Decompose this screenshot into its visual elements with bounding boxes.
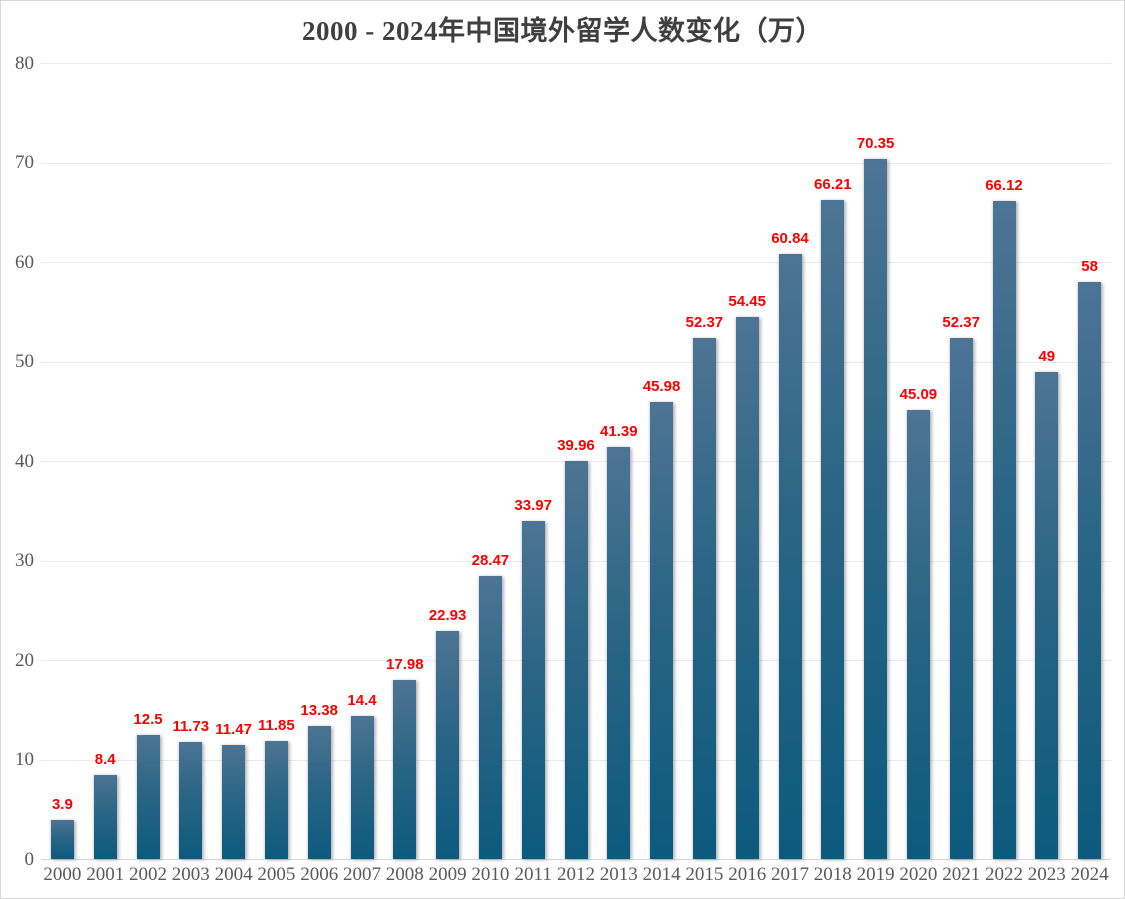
value-label-2005: 11.85 <box>258 717 295 735</box>
value-label-2010: 28.47 <box>471 551 510 569</box>
value-label-2017: 60.84 <box>771 229 809 247</box>
x-axis-label-2023: 2023 <box>1027 864 1066 885</box>
bar-2023 <box>1035 371 1059 859</box>
value-label-2015: 52.37 <box>685 313 724 331</box>
x-axis-label-2019: 2019 <box>856 864 895 885</box>
bar-2007 <box>350 715 374 859</box>
value-label-2006: 13.38 <box>300 701 338 719</box>
x-axis-label-2013: 2013 <box>599 864 638 885</box>
y-axis-tick-60: 60 <box>15 251 34 273</box>
x-axis-label-2020: 2020 <box>899 864 938 885</box>
chart-title: 2000 - 2024年中国境外留学人数变化（万） <box>302 16 823 46</box>
value-label-2007: 14.4 <box>347 691 377 709</box>
bar-2005 <box>264 741 288 859</box>
bar-2022 <box>992 201 1016 859</box>
value-label-2016: 54.45 <box>728 293 766 311</box>
gridline-y60 <box>41 262 1111 263</box>
x-axis-label-2007: 2007 <box>342 864 381 885</box>
bar-2008 <box>393 680 417 859</box>
gridline-y50 <box>41 361 1111 363</box>
bar-2014 <box>650 401 674 859</box>
value-label-2019: 70.35 <box>856 135 895 152</box>
y-axis-tick-70: 70 <box>15 152 34 173</box>
value-label-2003: 11.73 <box>172 718 210 736</box>
bar-2004 <box>222 744 246 859</box>
x-axis-label-2018: 2018 <box>813 864 852 885</box>
x-axis-label-2024: 2024 <box>1070 864 1109 885</box>
y-axis-tick-30: 30 <box>15 550 34 571</box>
y-axis-tick-40: 40 <box>15 450 34 472</box>
x-axis-label-2022: 2022 <box>984 864 1023 885</box>
y-axis-tick-20: 20 <box>15 649 34 671</box>
x-axis-label-2016: 2016 <box>728 864 767 885</box>
x-axis-label-2005: 2005 <box>257 864 296 885</box>
bar-2000 <box>50 820 74 859</box>
x-axis-label-2014: 2014 <box>642 864 681 885</box>
x-axis-label-2008: 2008 <box>385 864 424 885</box>
value-label-2020: 45.09 <box>899 386 938 404</box>
bar-2010 <box>478 575 502 859</box>
x-axis-label-2010: 2010 <box>471 864 510 885</box>
x-axis-label-2009: 2009 <box>428 864 467 885</box>
bar-2011 <box>521 521 545 859</box>
value-label-2021: 52.37 <box>942 313 980 331</box>
x-axis-label-2015: 2015 <box>685 864 724 885</box>
bar-2002 <box>136 734 160 859</box>
y-axis-tick-0: 0 <box>24 848 35 870</box>
value-label-2000: 3.9 <box>51 796 73 814</box>
value-label-2001: 8.4 <box>94 751 116 769</box>
bar-2001 <box>93 775 117 859</box>
value-label-2002: 12.5 <box>133 710 163 728</box>
y-axis-tick-50: 50 <box>15 351 34 372</box>
x-axis-label-2012: 2012 <box>556 864 595 885</box>
bar-2003 <box>179 742 203 859</box>
value-label-2023: 49 <box>1038 347 1056 365</box>
value-label-2013: 41.39 <box>600 423 638 441</box>
value-label-2014: 45.98 <box>642 377 681 395</box>
x-axis-label-2017: 2017 <box>770 864 809 885</box>
bar-2006 <box>307 725 331 859</box>
bar-2019 <box>864 159 888 859</box>
bar-2013 <box>607 447 631 859</box>
x-axis-label-2021: 2021 <box>942 864 981 885</box>
value-label-2022: 66.12 <box>985 177 1023 195</box>
bar-2009 <box>436 630 460 859</box>
value-label-2004: 11.47 <box>215 720 252 738</box>
x-axis-label-2004: 2004 <box>214 864 253 885</box>
bar-2020 <box>906 410 930 859</box>
bar-2017 <box>778 253 802 859</box>
y-axis-tick-80: 80 <box>15 52 34 74</box>
gridline-y0 <box>41 859 1111 860</box>
bar-2015 <box>692 337 716 859</box>
value-label-2018: 66.21 <box>814 176 852 194</box>
value-label-2012: 39.96 <box>557 437 595 455</box>
bar-2021 <box>949 337 973 859</box>
x-axis-label-2011: 2011 <box>514 864 552 885</box>
y-axis-tick-10: 10 <box>15 749 34 770</box>
x-axis-label-2000: 2000 <box>43 864 82 885</box>
x-axis-label-2006: 2006 <box>300 864 339 885</box>
x-axis-label-2002: 2002 <box>128 864 167 885</box>
gridline-y70 <box>41 162 1111 164</box>
x-axis-label-2001: 2001 <box>86 864 125 885</box>
bar-2024 <box>1078 281 1102 859</box>
bar-2018 <box>821 200 845 859</box>
bar-2016 <box>735 317 759 859</box>
value-label-2011: 33.97 <box>514 497 552 514</box>
x-axis-label-2003: 2003 <box>171 864 210 885</box>
bar-2012 <box>564 461 588 859</box>
value-label-2009: 22.93 <box>428 606 467 624</box>
value-label-2024: 58 <box>1081 257 1098 275</box>
value-label-2008: 17.98 <box>386 656 424 674</box>
gridline-y80 <box>41 63 1111 64</box>
